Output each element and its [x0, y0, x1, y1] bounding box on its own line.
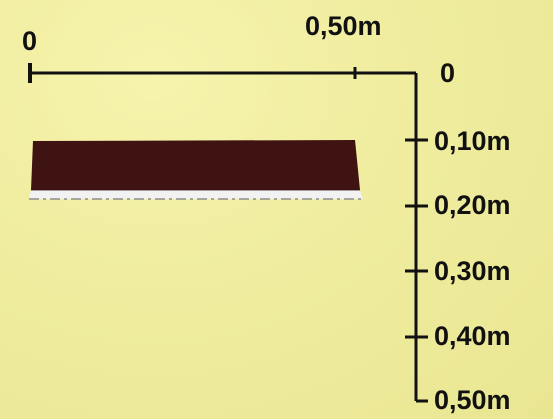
horizontal-start-label: 0 — [22, 26, 37, 56]
slab-top-layer — [31, 140, 360, 190]
vertical-label-0: 0 — [440, 58, 455, 88]
vertical-label-010: 0,10m — [434, 126, 511, 156]
vertical-label-030: 0,30m — [434, 256, 511, 286]
horizontal-end-label: 0,50m — [305, 11, 382, 41]
horizontal-scale: 0 0,50m — [22, 11, 416, 83]
vertical-label-040: 0,40m — [434, 321, 511, 351]
slab-section — [29, 140, 363, 200]
vertical-label-020: 0,20m — [434, 190, 511, 220]
vertical-scale: 0 0,10m 0,20m 0,30m 0,40m 0,50m — [405, 58, 511, 415]
slab-bottom-layer — [29, 190, 363, 199]
vertical-label-050: 0,50m — [434, 385, 511, 415]
